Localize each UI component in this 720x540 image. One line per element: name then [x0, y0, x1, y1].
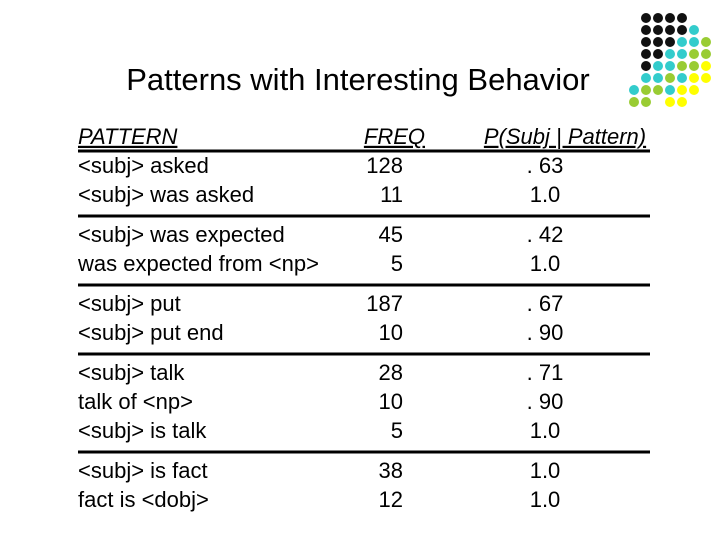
- pattern-cell: <subj> was asked: [78, 182, 254, 207]
- prob-cell: . 90: [527, 320, 564, 345]
- header-cell: PATTERN: [78, 124, 178, 149]
- dot-decoration: [629, 13, 711, 107]
- pattern-cell: fact is <dobj>: [78, 487, 209, 512]
- prob-cell: 1.0: [530, 458, 561, 483]
- prob-cell: . 63: [527, 153, 564, 178]
- pattern-cell: <subj> put: [78, 291, 181, 316]
- header-cell: P(Subj | Pattern): [484, 124, 646, 149]
- freq-cell: 10: [379, 389, 403, 414]
- freq-cell: 38: [379, 458, 403, 483]
- prob-cell: . 42: [527, 222, 564, 247]
- freq-cell: 11: [380, 182, 403, 207]
- pattern-cell: <subj> was expected: [78, 222, 285, 247]
- freq-cell: 5: [391, 251, 403, 276]
- pattern-cell: <subj> asked: [78, 153, 209, 178]
- freq-cell: 128: [366, 153, 403, 178]
- prob-cell: 1.0: [530, 418, 561, 443]
- slide-title: Patterns with Interesting Behavior: [126, 62, 590, 97]
- freq-cell: 45: [379, 222, 403, 247]
- prob-cell: . 71: [527, 360, 564, 385]
- pattern-cell: <subj> is talk: [78, 418, 207, 443]
- pattern-cell: <subj> is fact: [78, 458, 208, 483]
- header-cell: FREQ: [364, 124, 425, 149]
- prob-cell: 1.0: [530, 251, 561, 276]
- freq-cell: 10: [379, 320, 403, 345]
- freq-cell: 12: [379, 487, 403, 512]
- freq-cell: 187: [366, 291, 403, 316]
- prob-cell: 1.0: [530, 182, 561, 207]
- prob-cell: 1.0: [530, 487, 561, 512]
- prob-cell: . 67: [527, 291, 564, 316]
- pattern-cell: <subj> put end: [78, 320, 224, 345]
- pattern-cell: talk of <np>: [78, 389, 193, 414]
- pattern-cell: <subj> talk: [78, 360, 185, 385]
- prob-cell: . 90: [527, 389, 564, 414]
- freq-cell: 5: [391, 418, 403, 443]
- pattern-cell: was expected from <np>: [77, 251, 319, 276]
- freq-cell: 28: [379, 360, 403, 385]
